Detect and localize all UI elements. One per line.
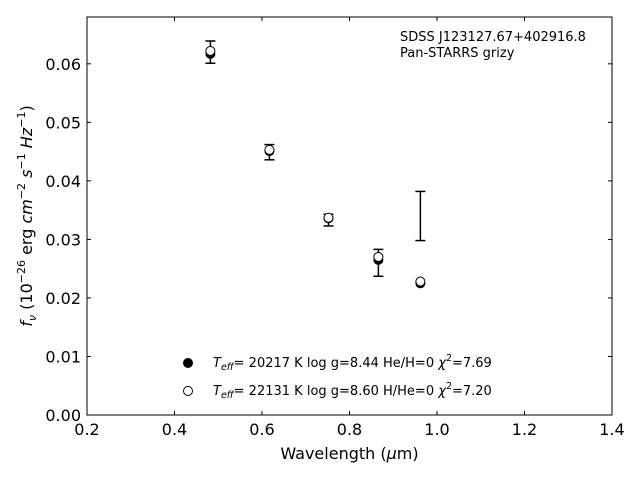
legend-marker-open — [183, 386, 193, 396]
x-tick-label: 1.2 — [512, 420, 537, 439]
y-tick-label: 0.04 — [45, 172, 81, 191]
y-axis-title: fν (10−26 erg cm−2 s−1 Hz−1) — [15, 105, 39, 326]
legend-label-open: Teff= 22131 K log g=8.60 H/He=0 χ2=7.20 — [213, 381, 492, 401]
x-tick-label: 1.0 — [424, 420, 449, 439]
y-axis-ticks: 0.00 0.01 0.02 0.03 0.04 0.05 0.06 — [45, 55, 612, 425]
data-point-open — [415, 276, 426, 287]
y-tick-label: 0.02 — [45, 289, 81, 308]
y-tick-label: 0.00 — [45, 406, 81, 425]
x-tick-label: 0.8 — [337, 420, 362, 439]
x-tick-label: 0.4 — [162, 420, 187, 439]
y-tick-label: 0.05 — [45, 113, 81, 132]
x-axis-title: Wavelength (μm) — [280, 444, 418, 463]
data-point-open — [264, 144, 275, 155]
legend-marker-filled — [183, 358, 193, 368]
legend-label-filled: Teff= 20217 K log g=8.44 He/H=0 χ2=7.69 — [213, 353, 492, 373]
annotation-object-name: SDSS J123127.67+402916.8 — [400, 30, 586, 45]
data-point-open — [373, 251, 384, 262]
legend: Teff= 20217 K log g=8.44 He/H=0 χ2=7.69 … — [183, 353, 492, 401]
x-tick-label: 0.6 — [249, 420, 274, 439]
y-tick-label: 0.01 — [45, 347, 81, 366]
x-tick-label: 0.2 — [74, 420, 99, 439]
y-tick-label: 0.06 — [45, 55, 81, 74]
annotation-survey-name: Pan-STARRS grizy — [400, 46, 515, 61]
y-tick-label: 0.03 — [45, 230, 81, 249]
x-tick-label: 1.4 — [599, 420, 624, 439]
data-point-open — [323, 212, 334, 223]
x-axis-ticks: 0.2 0.4 0.6 0.8 1.0 1.2 1.4 — [74, 17, 625, 439]
data-point-open — [205, 45, 216, 56]
series-open-markers — [205, 45, 426, 287]
